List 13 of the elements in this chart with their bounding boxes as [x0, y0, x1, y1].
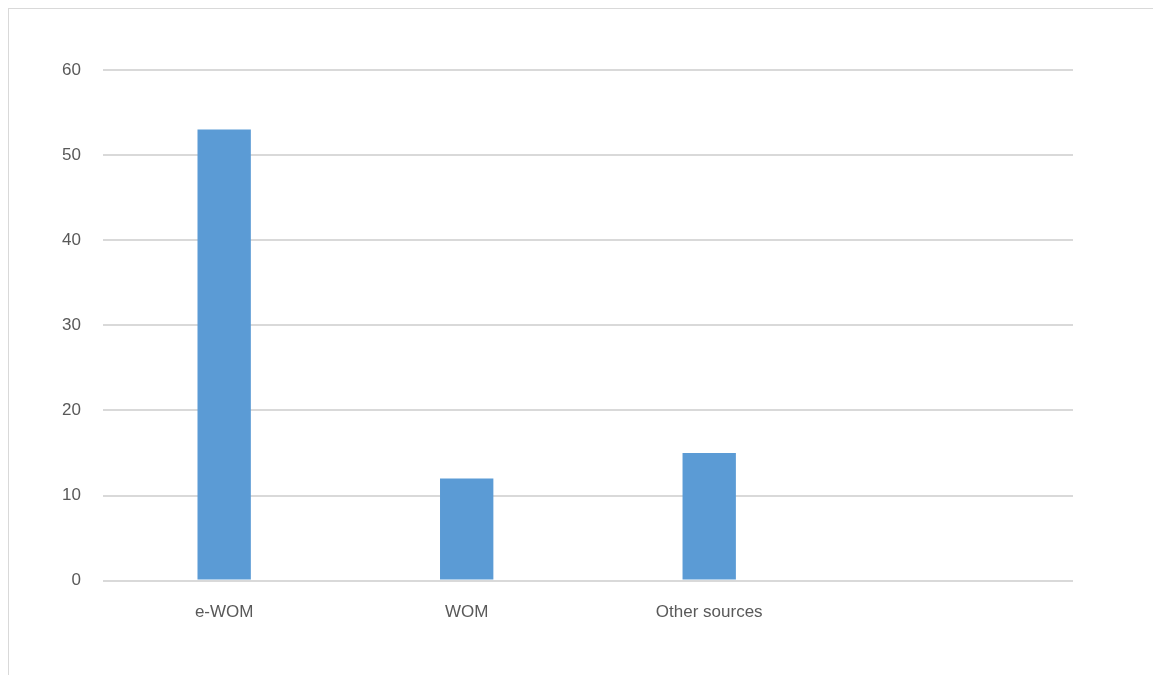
- bar: [682, 452, 736, 580]
- x-tick-label: e-WOM: [194, 602, 254, 622]
- y-tick-label: 0: [71, 570, 81, 590]
- y-tick-label: 60: [61, 59, 81, 79]
- bar: [440, 478, 494, 580]
- y-tick-label: 50: [61, 144, 81, 164]
- y-tick-label: 10: [61, 485, 81, 505]
- y-tick-label: 20: [61, 400, 81, 420]
- bar: [197, 129, 251, 580]
- y-tick-label: 30: [61, 314, 81, 334]
- x-tick-label: WOM: [444, 602, 489, 622]
- x-tick-label: Other sources: [655, 602, 763, 622]
- y-tick-label: 40: [61, 229, 81, 249]
